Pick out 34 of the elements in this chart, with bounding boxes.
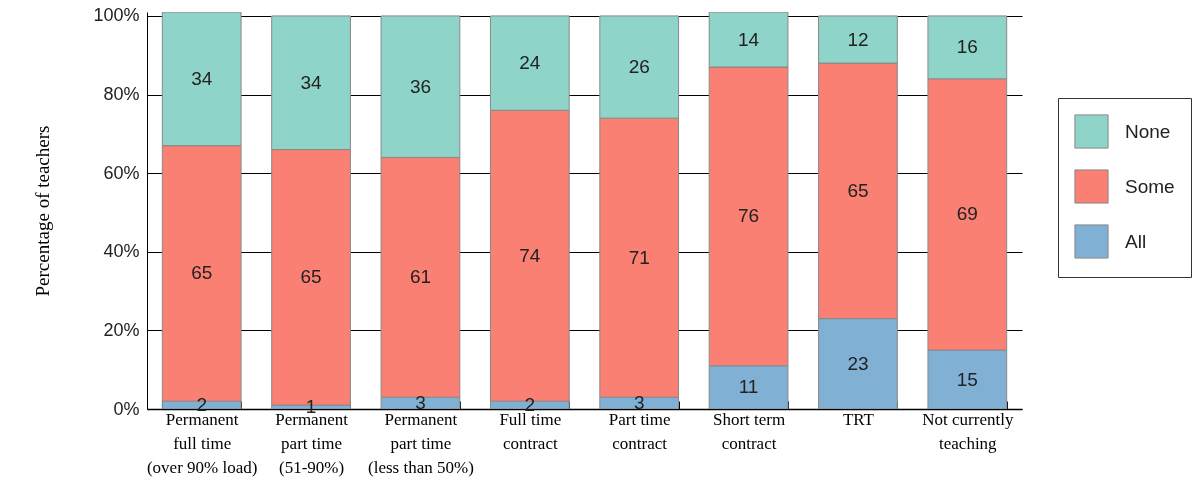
data-label: 26: [628, 56, 650, 78]
y-tick-label: 40%: [103, 241, 140, 262]
y-tick-label: 60%: [103, 162, 140, 183]
x-tick-label: Not currently teaching: [922, 409, 1014, 453]
x-tick-label: Short term contract: [712, 409, 786, 453]
data-label: 65: [191, 262, 213, 284]
data-label: 11: [738, 376, 759, 398]
legend-label: All: [1125, 230, 1147, 252]
x-tick-label: Full time contract: [499, 409, 562, 453]
data-label: 12: [847, 28, 869, 50]
data-label: 24: [519, 52, 541, 74]
data-label: 23: [847, 352, 869, 374]
x-tick-label: Permanent full time (over 90% load): [146, 409, 258, 477]
y-tick-label: 80%: [103, 84, 140, 105]
data-label: 14: [737, 28, 760, 50]
data-label: 15: [956, 368, 978, 390]
y-tick-label: 0%: [113, 398, 140, 419]
data-label: 74: [519, 244, 541, 266]
data-label: 34: [191, 67, 213, 89]
data-label: 34: [300, 71, 323, 93]
y-tick-label: 20%: [103, 319, 140, 340]
y-axis-title: Percentage of teachers: [32, 125, 54, 297]
data-label: 61: [409, 266, 432, 288]
data-label: 16: [956, 36, 978, 58]
data-label: 71: [628, 246, 650, 268]
y-tick-label: 100%: [93, 5, 140, 26]
data-label: 65: [300, 266, 322, 288]
legend-label: None: [1125, 120, 1171, 142]
data-label: 76: [737, 205, 760, 227]
data-label: 69: [956, 203, 978, 225]
x-tick-label: TRT: [842, 409, 875, 429]
legend-label: Some: [1125, 175, 1175, 197]
data-label: 36: [409, 75, 432, 97]
data-label: 65: [847, 179, 869, 201]
